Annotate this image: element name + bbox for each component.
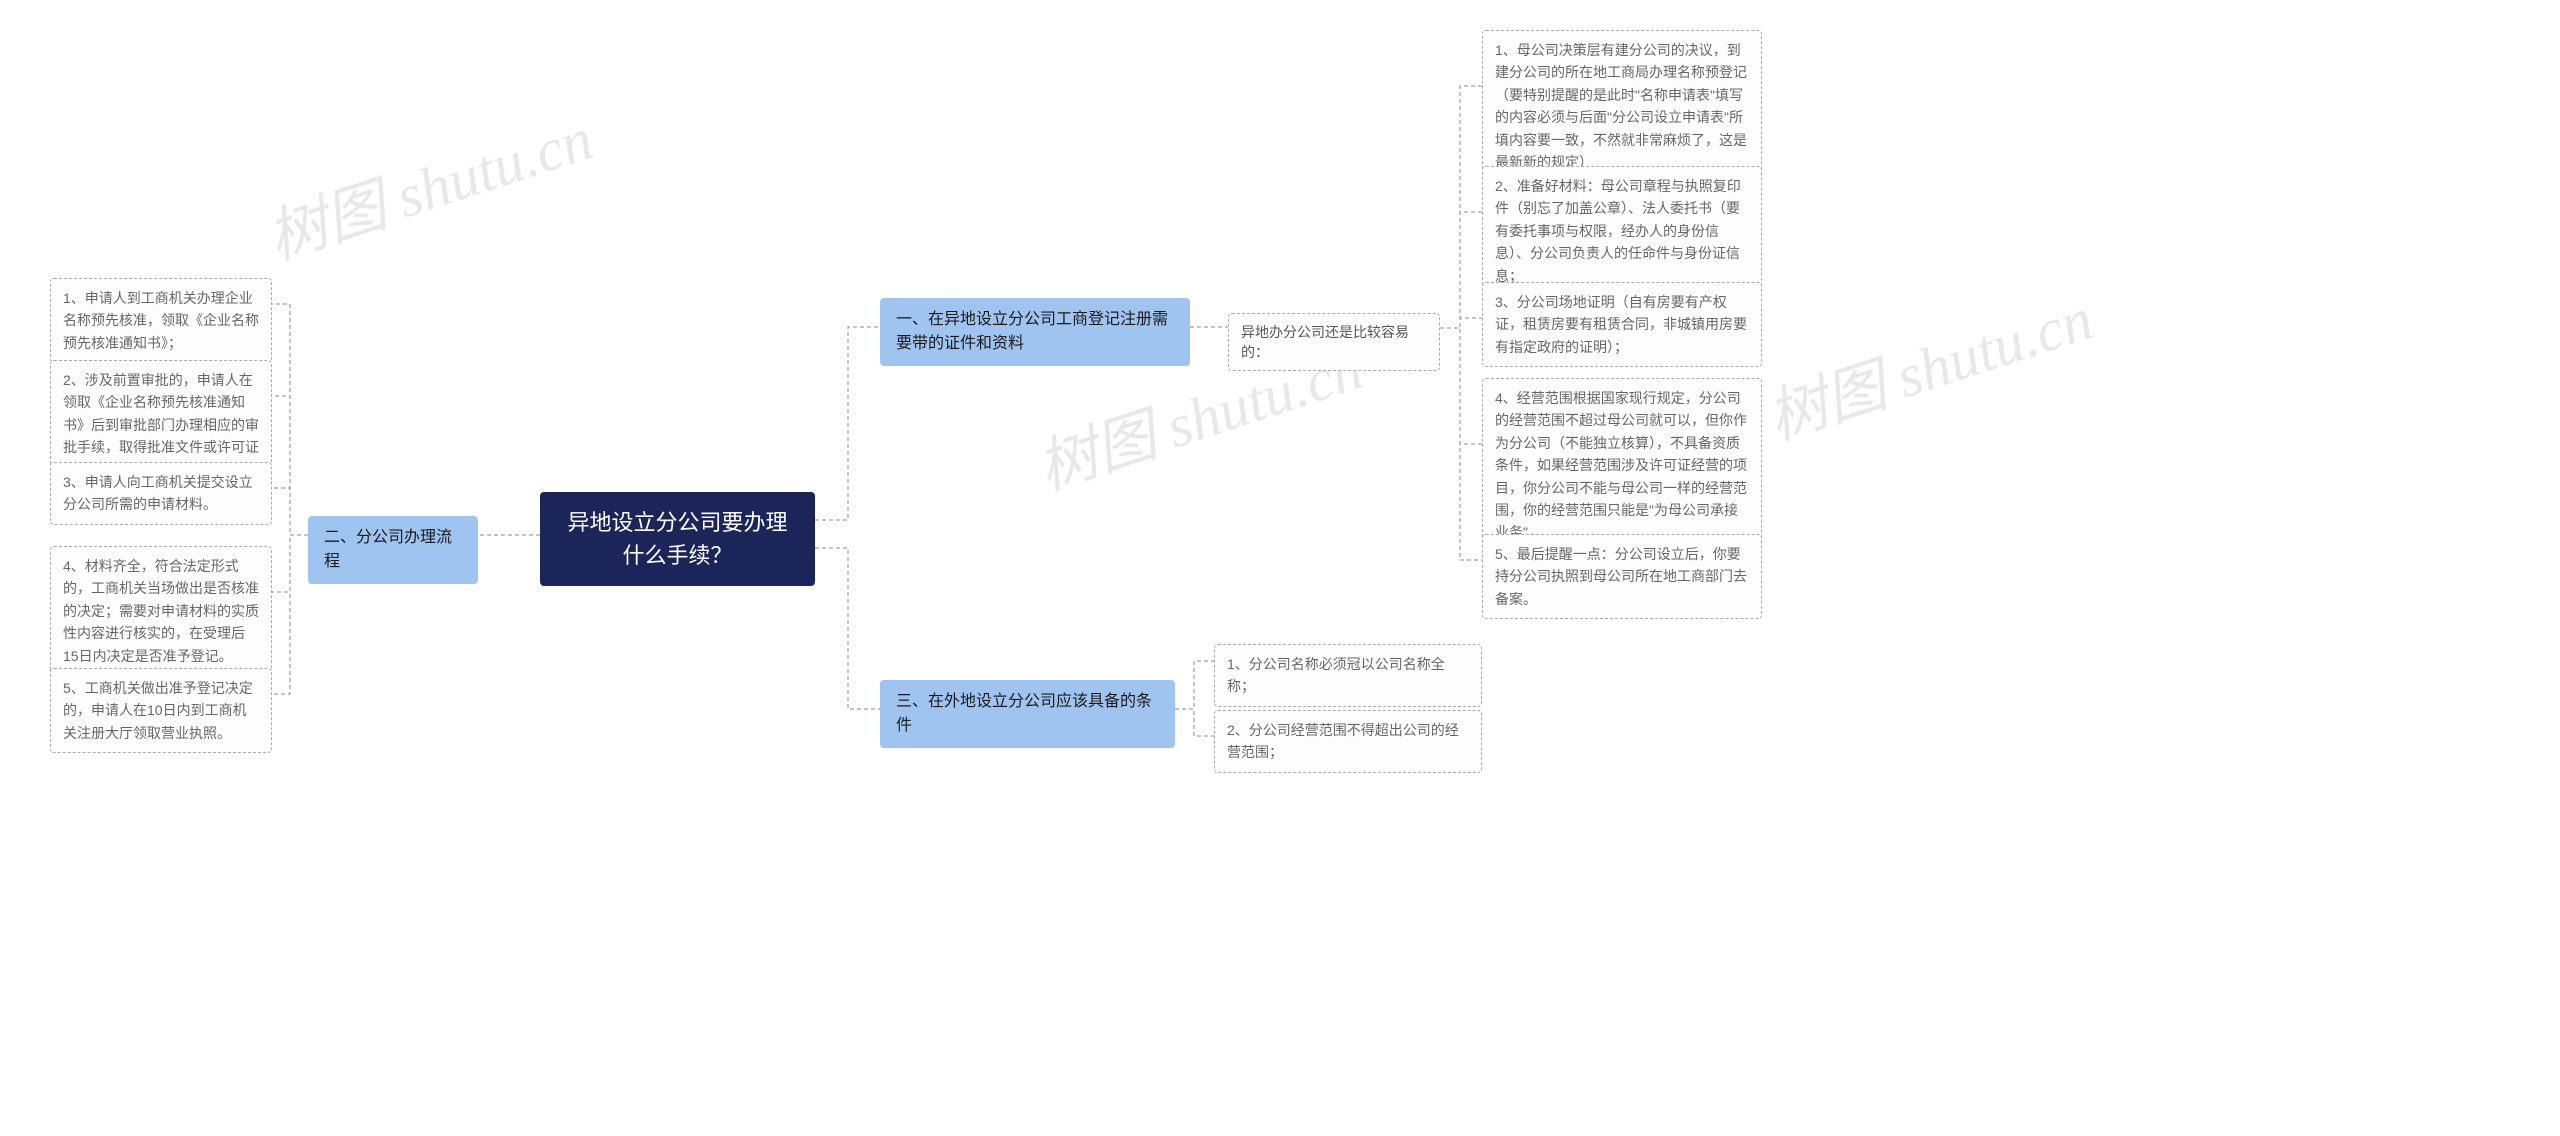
section3-leaf[interactable]: 2、分公司经营范围不得超出公司的经营范围； [1214, 710, 1482, 773]
section1-leaf[interactable]: 2、准备好材料：母公司章程与执照复印件（别忘了加盖公章）、法人委托书（要有委托事… [1482, 166, 1762, 296]
section1-title[interactable]: 一、在异地设立分公司工商登记注册需要带的证件和资料 [880, 298, 1190, 366]
leaf-text: 2、分公司经营范围不得超出公司的经营范围； [1227, 719, 1469, 764]
section1-leaf[interactable]: 5、最后提醒一点：分公司设立后，你要持分公司执照到母公司所在地工商部门去备案。 [1482, 534, 1762, 619]
center-topic-text: 异地设立分公司要办理什么手续？ [562, 506, 793, 572]
leaf-text: 5、工商机关做出准予登记决定的，申请人在10日内到工商机关注册大厅领取营业执照。 [63, 677, 259, 744]
leaf-text: 3、分公司场地证明（自有房要有产权证，租赁房要有租赁合同，非城镇用房要有指定政府… [1495, 291, 1749, 358]
section2-leaf[interactable]: 1、申请人到工商机关办理企业名称预先核准，领取《企业名称预先核准通知书》； [50, 278, 272, 363]
section1-intermediate[interactable]: 异地办分公司还是比较容易的： [1228, 313, 1440, 371]
section1-leaf[interactable]: 3、分公司场地证明（自有房要有产权证，租赁房要有租赁合同，非城镇用房要有指定政府… [1482, 282, 1762, 367]
leaf-text: 5、最后提醒一点：分公司设立后，你要持分公司执照到母公司所在地工商部门去备案。 [1495, 543, 1749, 610]
section3-leaf[interactable]: 1、分公司名称必须冠以公司名称全称； [1214, 644, 1482, 707]
leaf-text: 1、申请人到工商机关办理企业名称预先核准，领取《企业名称预先核准通知书》； [63, 287, 259, 354]
section2-leaf[interactable]: 4、材料齐全，符合法定形式的，工商机关当场做出是否核准的决定；需要对申请材料的实… [50, 546, 272, 676]
section1-title-text: 一、在异地设立分公司工商登记注册需要带的证件和资料 [896, 308, 1174, 356]
center-topic[interactable]: 异地设立分公司要办理什么手续？ [540, 492, 815, 586]
leaf-text: 2、准备好材料：母公司章程与执照复印件（别忘了加盖公章）、法人委托书（要有委托事… [1495, 175, 1749, 287]
section1-intermediate-text: 异地办分公司还是比较容易的： [1241, 322, 1427, 362]
leaf-text: 4、经营范围根据国家现行规定，分公司的经营范围不超过母公司就可以，但你作为分公司… [1495, 387, 1749, 544]
leaf-text: 4、材料齐全，符合法定形式的，工商机关当场做出是否核准的决定；需要对申请材料的实… [63, 555, 259, 667]
section2-title[interactable]: 二、分公司办理流程 [308, 516, 478, 584]
leaf-text: 1、分公司名称必须冠以公司名称全称； [1227, 653, 1469, 698]
section3-title-text: 三、在外地设立分公司应该具备的条件 [896, 690, 1159, 738]
section2-title-text: 二、分公司办理流程 [324, 526, 462, 574]
leaf-text: 1、母公司决策层有建分公司的决议，到建分公司的所在地工商局办理名称预登记（要特别… [1495, 39, 1749, 173]
section2-leaf[interactable]: 3、申请人向工商机关提交设立分公司所需的申请材料。 [50, 462, 272, 525]
watermark: 树图 shutu.cn [1755, 270, 2102, 457]
leaf-text: 3、申请人向工商机关提交设立分公司所需的申请材料。 [63, 471, 259, 516]
section2-leaf[interactable]: 5、工商机关做出准予登记决定的，申请人在10日内到工商机关注册大厅领取营业执照。 [50, 668, 272, 753]
section3-title[interactable]: 三、在外地设立分公司应该具备的条件 [880, 680, 1175, 748]
watermark: 树图 shutu.cn [255, 90, 602, 277]
section1-leaf[interactable]: 1、母公司决策层有建分公司的决议，到建分公司的所在地工商局办理名称预登记（要特别… [1482, 30, 1762, 182]
section1-leaf[interactable]: 4、经营范围根据国家现行规定，分公司的经营范围不超过母公司就可以，但你作为分公司… [1482, 378, 1762, 553]
